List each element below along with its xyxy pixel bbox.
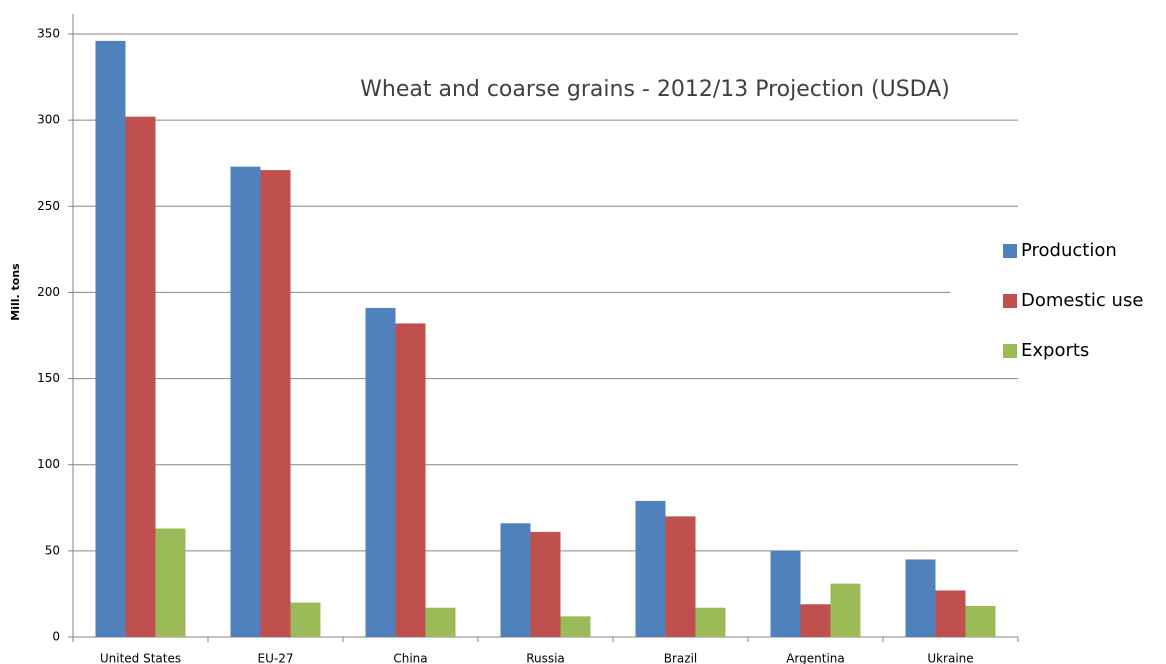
y-tick-label: 300 [37,113,60,127]
y-tick-label: 150 [37,371,60,385]
x-tick-label: China [393,652,427,664]
bar [770,550,801,637]
legend-label: Exports [1021,340,1089,361]
bar [905,559,936,637]
bar [500,523,531,637]
bar [365,307,396,637]
bar [800,604,831,637]
bar [155,528,186,637]
bar [665,516,696,637]
bar [830,583,861,637]
x-tick-label: United States [100,652,181,664]
y-tick-label: 100 [37,457,60,471]
bar [395,323,426,637]
y-tick-label: 250 [37,199,60,213]
legend-label: Domestic use [1021,290,1143,311]
bar [695,607,726,637]
x-tick-label: Ukraine [927,652,973,664]
x-tick-label: Brazil [664,652,698,664]
bar [425,607,456,637]
bar [635,500,666,637]
bar [260,170,291,637]
x-tick-label: EU-27 [258,652,294,664]
legend-swatch [1003,344,1017,358]
bar [125,116,156,637]
bar [95,40,126,638]
x-tick-label: Russia [526,652,565,664]
bar [530,531,561,637]
legend-label: Production [1021,240,1117,261]
bar [230,166,261,637]
chart-title: Wheat and coarse grains - 2012/13 Projec… [360,77,950,102]
y-tick-label: 350 [37,27,60,41]
legend-swatch [1003,294,1017,308]
y-axis-label: Mill. tons [9,263,22,321]
y-tick-label: 0 [52,630,60,644]
bar [965,605,996,637]
legend-swatch [1003,244,1017,258]
legend-box [950,232,1166,372]
x-tick-label: Argentina [786,652,845,664]
y-tick-label: 50 [45,543,60,557]
bar [560,616,591,637]
bar [935,590,966,637]
bar [290,602,321,637]
y-tick-label: 200 [37,285,60,299]
